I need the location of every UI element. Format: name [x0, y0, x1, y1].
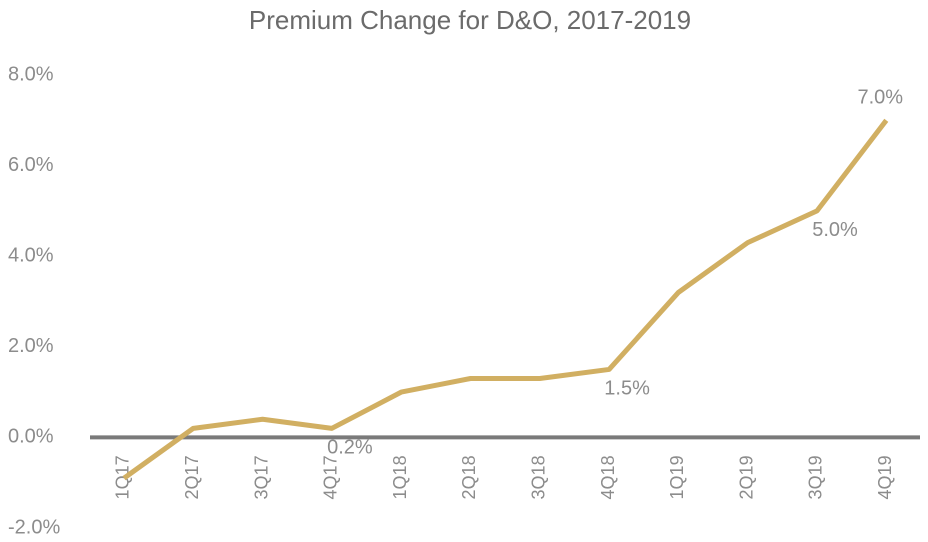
x-tick-label: 3Q18 — [529, 455, 549, 499]
x-tick-label: 3Q17 — [251, 455, 271, 499]
data-label: 7.0% — [858, 87, 904, 109]
x-tick-label: 1Q18 — [390, 455, 410, 499]
data-label: 1.5% — [604, 378, 650, 400]
y-tick-label: 6.0% — [8, 154, 54, 176]
data-label: 5.0% — [812, 219, 858, 241]
y-tick-label: -2.0% — [8, 516, 60, 538]
y-tick-label: 4.0% — [8, 244, 54, 266]
y-tick-label: 2.0% — [8, 335, 54, 357]
line — [122, 118, 889, 481]
x-tick-label: 4Q17 — [321, 455, 341, 499]
x-tick-label: 3Q19 — [806, 455, 826, 499]
x-tick-label: 2Q18 — [459, 455, 479, 499]
x-tick-label: 1Q17 — [113, 455, 133, 499]
x-tick-label: 4Q18 — [598, 455, 618, 499]
x-tick-label: 2Q17 — [182, 455, 202, 499]
y-tick-label: 0.0% — [8, 426, 54, 448]
chart-title: Premium Change for D&O, 2017-2019 — [249, 5, 691, 35]
x-tick-label: 2Q19 — [736, 455, 756, 499]
x-tick-label: 1Q19 — [667, 455, 687, 499]
x-tick-label: 4Q19 — [875, 455, 895, 499]
y-tick-label: 8.0% — [8, 63, 54, 85]
data-label: 0.2% — [327, 437, 373, 459]
